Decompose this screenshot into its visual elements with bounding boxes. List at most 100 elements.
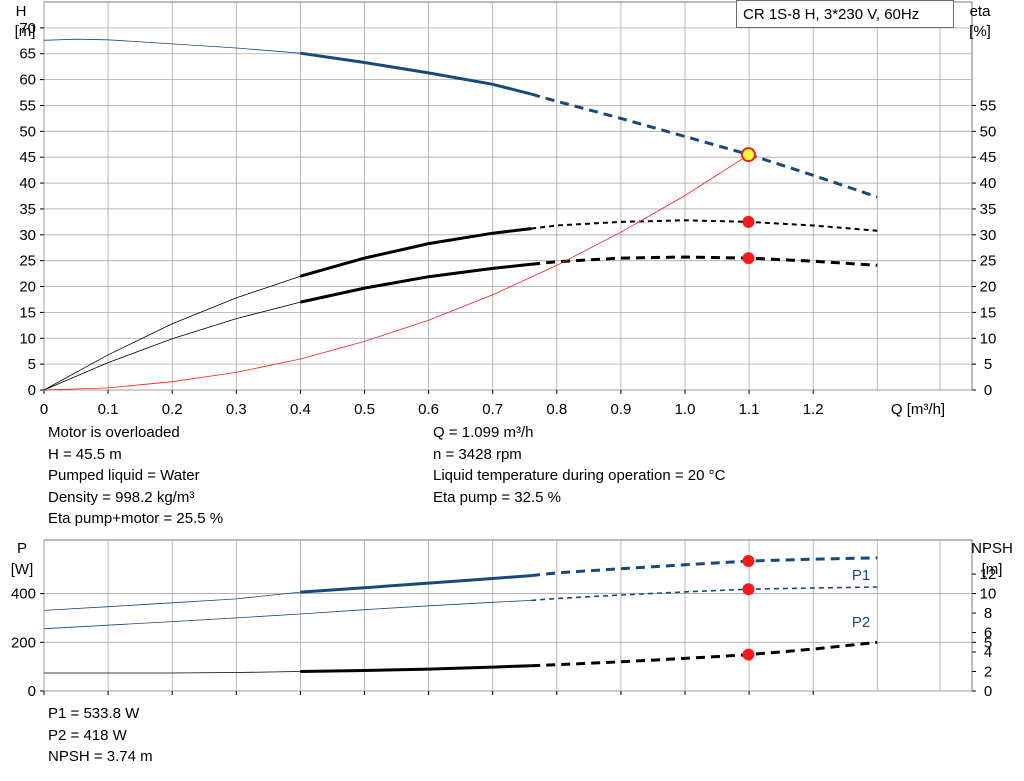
series-label-p2: P2 <box>852 614 870 631</box>
series-npsh-extrapolated-high <box>531 640 878 668</box>
info-p1: P1 = 533.8 W <box>48 705 140 722</box>
y-axis-unit: [W] <box>11 561 34 578</box>
duty-point-marker <box>742 554 755 567</box>
series-eta-pump-extrapolated-low <box>43 275 301 391</box>
series-eta-pump-extrapolated-high <box>531 219 878 232</box>
y-right-tick-label: 5 <box>984 634 992 651</box>
x-tick-label: 0.7 <box>482 401 503 418</box>
series-eta-pump-motor-operating-range <box>300 262 532 304</box>
plot-frame <box>43 1 973 391</box>
y-tick-label: 5 <box>28 356 36 373</box>
y-right-tick-label: 50 <box>980 123 997 140</box>
y-right-tick-label: 12 <box>980 566 997 583</box>
y-right-tick-label: 25 <box>980 253 997 270</box>
x-tick-label: 0.2 <box>162 401 183 418</box>
y-right-tick-label: 20 <box>980 279 997 296</box>
x-tick-label: 1.1 <box>739 401 760 418</box>
series-label-p1: P1 <box>852 567 870 584</box>
chart-title: CR 1S-8 H, 3*230 V, 60Hz <box>736 0 954 28</box>
y-right-tick-label: 5 <box>984 356 992 373</box>
chart-panel-2 <box>40 539 976 695</box>
y-tick-label: 400 <box>11 586 36 603</box>
x-tick-label: 0.3 <box>226 401 247 418</box>
y-tick-label: 40 <box>19 175 36 192</box>
y-right-tick-label: 10 <box>980 586 997 603</box>
series-p2-extrapolated-high <box>531 586 878 602</box>
y-tick-label: 0 <box>28 382 36 399</box>
y-tick-label: 55 <box>19 97 36 114</box>
info-speed: n = 3428 rpm <box>433 445 522 463</box>
x-tick-label: 0 <box>40 401 48 418</box>
y-right-axis-label: NPSH <box>971 540 1013 557</box>
y-right-tick-label: 10 <box>980 330 997 347</box>
info-motor-status: Motor is overloaded <box>48 424 180 441</box>
y-axis-unit: [m] <box>15 23 36 40</box>
duty-point-marker <box>742 648 755 661</box>
y-tick-label: 20 <box>19 279 36 296</box>
y-right-tick-label: 0 <box>984 683 992 700</box>
y-tick-label: 200 <box>11 634 36 651</box>
info-left: Motor is overloaded H = 45.5 m Pumped li… <box>48 422 223 530</box>
y-tick-label: 0 <box>28 683 36 700</box>
x-tick-label: 1.0 <box>675 401 696 418</box>
x-tick-label: 0.4 <box>290 401 311 418</box>
x-tick-label: 0.9 <box>610 401 631 418</box>
info-eta-pump-motor: Eta pump+motor = 25.5 % <box>48 510 224 527</box>
series-npsh-extrapolated-low <box>44 671 301 674</box>
y-right-tick-label: 4 <box>984 644 992 661</box>
series-p2-extrapolated-low <box>43 600 532 630</box>
duty-point-marker <box>742 215 755 228</box>
y-tick-label: 25 <box>19 253 36 270</box>
info-bottom: P1 = 533.8 W P2 = 418 W NPSH = 3.74 m <box>48 703 153 768</box>
y-right-tick-label: 8 <box>984 605 992 622</box>
series-h-extrapolated-high <box>530 92 878 199</box>
y-right-axis-unit: [m] <box>982 561 1003 578</box>
y-axis-label: H <box>16 3 27 20</box>
y-right-tick-label: 45 <box>980 149 997 166</box>
y-right-tick-label: 0 <box>984 382 992 399</box>
y-tick-label: 45 <box>19 149 36 166</box>
y-tick-label: 30 <box>19 227 36 244</box>
y-tick-label: 70 <box>19 20 36 37</box>
series-p1-extrapolated-low <box>43 591 301 611</box>
series-p1-extrapolated-high <box>531 556 878 578</box>
series-eta-pump-motor-extrapolated-high <box>531 255 878 267</box>
duty-point-marker <box>742 252 755 265</box>
y-right-tick-label: 15 <box>980 304 997 321</box>
plot-frame <box>43 539 973 692</box>
info-eta-pump: Eta pump = 32.5 % <box>433 488 561 506</box>
x-axis-label: Q [m³/h] <box>891 401 945 418</box>
y-right-tick-label: 35 <box>980 201 997 218</box>
y-tick-label: 15 <box>19 304 36 321</box>
info-pumped-liquid: Pumped liquid = Water <box>48 467 200 484</box>
series-system-curve <box>43 154 750 391</box>
series-npsh-operating-range <box>300 664 532 673</box>
y-tick-label: 10 <box>19 330 36 347</box>
y-tick-label: 65 <box>19 46 36 63</box>
info-right: Q = 1.099 m³/h n = 3428 rpm Liquid tempe… <box>433 422 725 508</box>
info-npsh: NPSH = 3.74 m <box>48 748 153 765</box>
x-tick-label: 0.5 <box>354 401 375 418</box>
y-right-axis-label: eta <box>970 3 992 20</box>
series-h-operating-range <box>300 51 532 96</box>
series-p1-operating-range <box>300 574 532 594</box>
info-flow: Q = 1.099 m³/h <box>433 424 534 441</box>
y-right-tick-label: 30 <box>980 227 997 244</box>
y-right-axis-unit: [%] <box>969 23 991 40</box>
info-liquid-temperature: Liquid temperature during operation = 20… <box>433 467 726 484</box>
y-tick-label: 60 <box>19 72 36 89</box>
duty-point-marker <box>742 583 755 596</box>
y-right-tick-label: 2 <box>984 664 992 681</box>
y-axis-label: P <box>17 540 27 557</box>
series-h-extrapolated-low <box>43 38 301 54</box>
x-tick-label: 0.6 <box>418 401 439 418</box>
series-eta-pump-operating-range <box>299 227 532 278</box>
info-p2: P2 = 418 W <box>48 726 127 744</box>
y-tick-label: 35 <box>19 201 36 218</box>
x-tick-label: 0.1 <box>98 401 119 418</box>
chart-panel-1 <box>40 1 976 394</box>
series-eta-pump-motor-extrapolated-low <box>43 301 301 391</box>
y-right-tick-label: 6 <box>984 625 992 642</box>
info-head: H = 45.5 m <box>48 445 122 463</box>
